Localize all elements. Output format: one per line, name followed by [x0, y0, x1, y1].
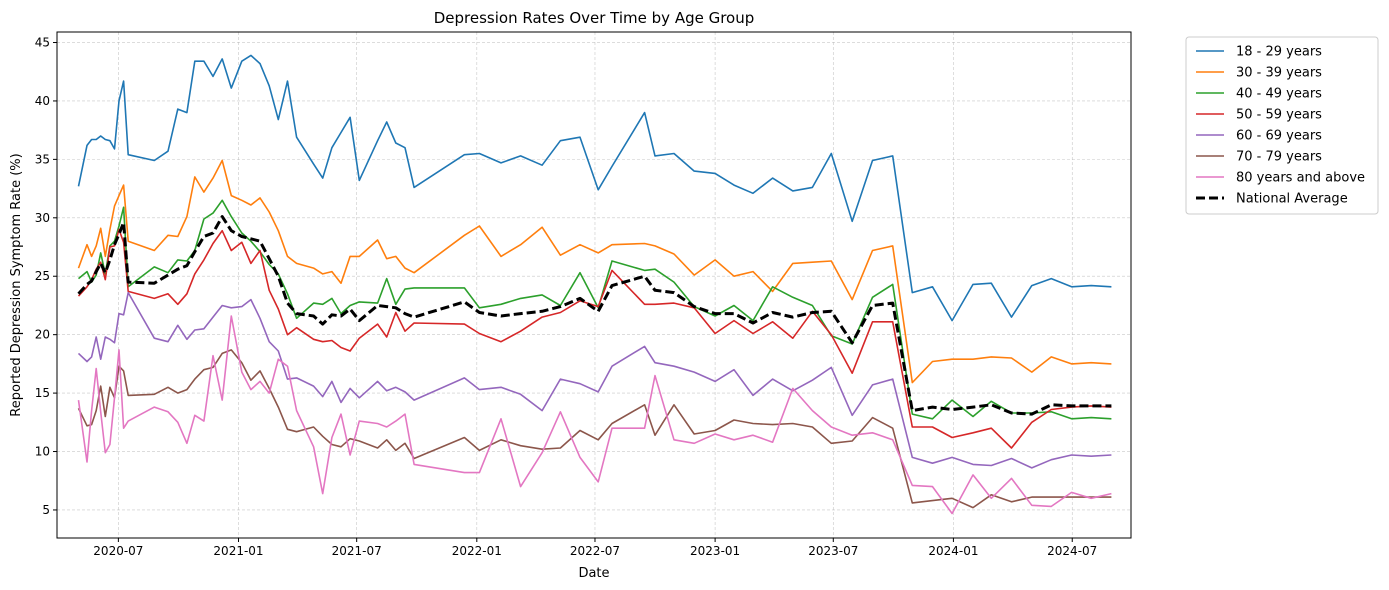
x-tick-label: 2021-07 — [332, 544, 382, 558]
series-line-80-years-and-above — [77, 315, 1112, 515]
series-line-40-49-years — [77, 199, 1112, 420]
legend-label-80-years-and-above: 80 years and above — [1236, 171, 1365, 186]
chart-title: Depression Rates Over Time by Age Group — [434, 9, 755, 27]
y-tick-label: 5 — [42, 503, 50, 517]
legend-label-60-69-years: 60 - 69 years — [1236, 129, 1322, 144]
x-tick-label: 2020-07 — [93, 544, 143, 558]
y-tick-label: 15 — [35, 386, 50, 400]
x-tick-label: 2022-07 — [570, 544, 620, 558]
y-axis-label: Reported Depression Symptom Rate (%) — [9, 153, 24, 416]
series-line-70-79-years — [77, 349, 1112, 509]
y-tick-label: 40 — [35, 94, 50, 108]
x-tick-label: 2024-07 — [1047, 544, 1097, 558]
series-lines — [77, 54, 1112, 515]
legend-label-18-29-years: 18 - 29 years — [1236, 45, 1322, 60]
x-tick-label: 2022-01 — [452, 544, 502, 558]
x-tick-label: 2021-01 — [213, 544, 263, 558]
y-tick-label: 10 — [35, 445, 50, 459]
y-tick-label: 45 — [35, 36, 50, 50]
series-line-60-69-years — [77, 291, 1112, 469]
legend-label-30-39-years: 30 - 39 years — [1236, 66, 1322, 81]
series-line-national-average — [77, 215, 1112, 416]
x-tick-label: 2023-01 — [690, 544, 740, 558]
grid-lines — [57, 32, 1131, 538]
legend-label-40-49-years: 40 - 49 years — [1236, 87, 1322, 102]
series-line-30-39-years — [77, 159, 1112, 384]
x-tick-label: 2023-07 — [808, 544, 858, 558]
series-line-50-59-years — [77, 228, 1112, 449]
legend: 18 - 29 years 30 - 39 years 40 - 49 years 5… — [1185, 36, 1379, 215]
y-tick-label: 30 — [35, 211, 50, 225]
series-line-18-29-years — [77, 54, 1112, 322]
legend-label-national-average: National Average — [1236, 192, 1348, 207]
legend-box — [1185, 36, 1379, 215]
legend-label-50-59-years: 50 - 59 years — [1236, 108, 1322, 123]
y-tick-label: 20 — [35, 328, 50, 342]
y-tick-label: 35 — [35, 152, 50, 166]
plot-frame — [56, 31, 1132, 539]
legend-label-70-79-years: 70 - 79 years — [1236, 150, 1322, 165]
y-tick-label: 25 — [35, 269, 50, 283]
x-axis-label: Date — [578, 566, 609, 581]
axis-ticks: 2020-07 2021-01 2021-07 2022-01 2022-07 2023-… — [35, 36, 1098, 558]
x-tick-label: 2024-01 — [928, 544, 978, 558]
